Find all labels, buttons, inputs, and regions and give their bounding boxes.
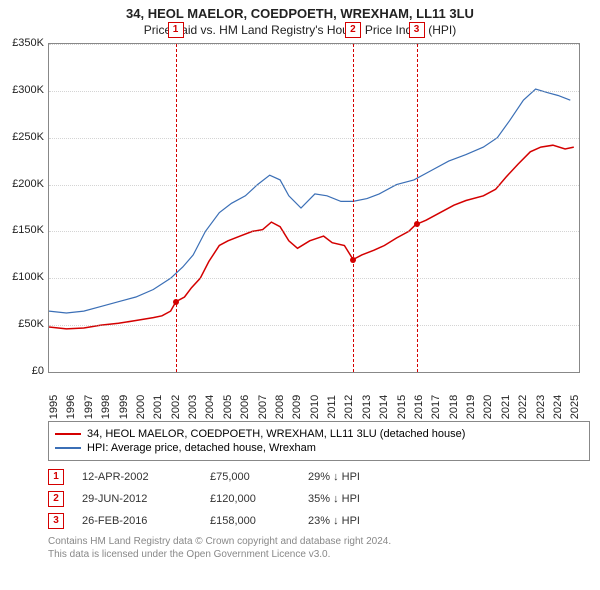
titles: 34, HEOL MAELOR, COEDPOETH, WREXHAM, LL1…: [0, 6, 600, 37]
marker-box-3: 3: [409, 22, 425, 38]
x-tick-label: 2002: [170, 395, 182, 419]
x-tick-label: 1996: [65, 395, 77, 419]
legend-label-hpi: HPI: Average price, detached house, Wrex…: [87, 442, 316, 454]
legend: 34, HEOL MAELOR, COEDPOETH, WREXHAM, LL1…: [48, 421, 590, 461]
event-date: 12-APR-2002: [82, 471, 192, 483]
event-marker: 1: [48, 469, 64, 485]
x-tick-label: 2017: [430, 395, 442, 419]
y-tick-label: £300K: [4, 84, 44, 96]
sale-dot: [414, 221, 420, 227]
footer-line1: Contains HM Land Registry data © Crown c…: [48, 535, 590, 548]
x-tick-label: 1997: [83, 395, 95, 419]
y-tick-label: £350K: [4, 37, 44, 49]
x-tick-label: 2012: [343, 395, 355, 419]
x-tick-label: 2016: [413, 395, 425, 419]
y-tick-label: £200K: [4, 178, 44, 190]
legend-swatch-property: [55, 433, 81, 435]
x-tick-label: 1999: [118, 395, 130, 419]
sale-dot: [173, 299, 179, 305]
x-tick-label: 2007: [257, 395, 269, 419]
event-row: 1 12-APR-2002 £75,000 29% ↓ HPI: [48, 469, 590, 485]
x-tick-label: 2010: [309, 395, 321, 419]
title-subtitle: Price paid vs. HM Land Registry's House …: [0, 23, 600, 37]
y-tick-label: £100K: [4, 271, 44, 283]
x-tick-label: 2006: [239, 395, 251, 419]
x-tick-label: 2021: [500, 395, 512, 419]
x-tick-label: 2011: [326, 395, 338, 419]
x-tick-label: 2024: [552, 395, 564, 419]
event-marker: 2: [48, 491, 64, 507]
x-tick-label: 2003: [187, 395, 199, 419]
x-tick-label: 2000: [135, 395, 147, 419]
event-date: 26-FEB-2016: [82, 515, 192, 527]
x-axis-labels: 1995199619971998199920002001200220032004…: [48, 373, 580, 413]
marker-box-2: 2: [345, 22, 361, 38]
x-tick-label: 2019: [465, 395, 477, 419]
events-list: 1 12-APR-2002 £75,000 29% ↓ HPI 2 29-JUN-2012…: [48, 469, 590, 529]
event-diff: 29% ↓ HPI: [308, 471, 360, 483]
x-tick-label: 2022: [517, 395, 529, 419]
event-row: 3 26-FEB-2016 £158,000 23% ↓ HPI: [48, 513, 590, 529]
y-tick-label: £150K: [4, 224, 44, 236]
x-tick-label: 2009: [291, 395, 303, 419]
event-price: £158,000: [210, 515, 290, 527]
legend-row-hpi: HPI: Average price, detached house, Wrex…: [55, 442, 583, 454]
sale-dot: [350, 257, 356, 263]
y-tick-label: £0: [4, 365, 44, 377]
event-diff: 23% ↓ HPI: [308, 515, 360, 527]
x-tick-label: 2005: [222, 395, 234, 419]
x-tick-label: 1998: [100, 395, 112, 419]
x-tick-label: 2013: [361, 395, 373, 419]
chart-wrapper: 34, HEOL MAELOR, COEDPOETH, WREXHAM, LL1…: [0, 0, 600, 590]
x-tick-label: 2001: [152, 395, 164, 419]
legend-row-property: 34, HEOL MAELOR, COEDPOETH, WREXHAM, LL1…: [55, 428, 583, 440]
chart-svg: [49, 44, 579, 372]
x-tick-label: 2023: [535, 395, 547, 419]
event-marker: 3: [48, 513, 64, 529]
legend-label-property: 34, HEOL MAELOR, COEDPOETH, WREXHAM, LL1…: [87, 428, 465, 440]
x-tick-label: 2008: [274, 395, 286, 419]
x-tick-label: 2004: [204, 395, 216, 419]
x-tick-label: 2018: [448, 395, 460, 419]
x-tick-label: 2015: [396, 395, 408, 419]
title-address: 34, HEOL MAELOR, COEDPOETH, WREXHAM, LL1…: [0, 6, 600, 21]
event-price: £120,000: [210, 493, 290, 505]
y-tick-label: £50K: [4, 318, 44, 330]
marker-box-1: 1: [168, 22, 184, 38]
x-tick-label: 2025: [569, 395, 581, 419]
chart-plot-area: 123: [48, 43, 580, 373]
legend-swatch-hpi: [55, 447, 81, 449]
event-diff: 35% ↓ HPI: [308, 493, 360, 505]
x-tick-label: 2020: [482, 395, 494, 419]
event-price: £75,000: [210, 471, 290, 483]
y-tick-label: £250K: [4, 131, 44, 143]
event-row: 2 29-JUN-2012 £120,000 35% ↓ HPI: [48, 491, 590, 507]
footer-line2: This data is licensed under the Open Gov…: [48, 548, 590, 561]
footer: Contains HM Land Registry data © Crown c…: [48, 535, 590, 561]
x-tick-label: 1995: [48, 395, 60, 419]
event-date: 29-JUN-2012: [82, 493, 192, 505]
x-tick-label: 2014: [378, 395, 390, 419]
